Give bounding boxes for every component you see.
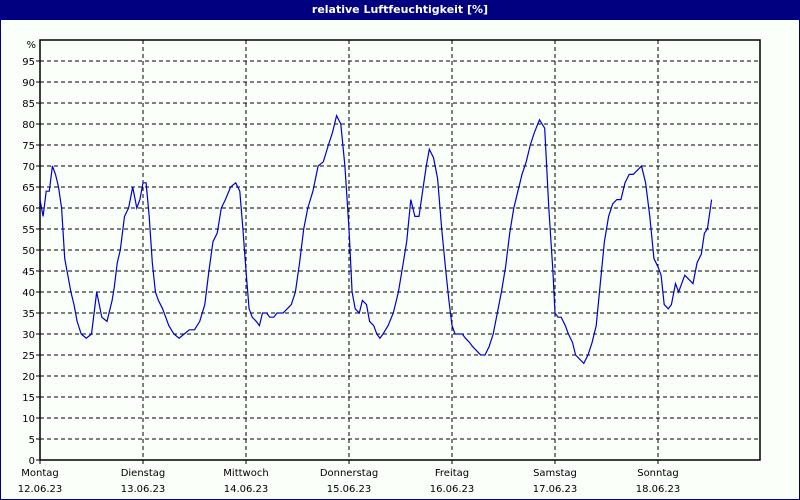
x-tick-date: 16.06.23: [430, 484, 475, 495]
x-tick-day: Donnerstag: [320, 468, 378, 479]
x-tick-date: 13.06.23: [121, 484, 166, 495]
y-tick-label: 30: [22, 330, 35, 341]
y-tick-label: 5: [29, 435, 35, 446]
y-tick-label: 15: [22, 393, 35, 404]
y-tick-label: 60: [22, 204, 35, 215]
x-tick-date: 18.06.23: [636, 484, 681, 495]
humidity-series-line: [39, 113, 713, 365]
y-tick-label: 40: [22, 288, 35, 299]
y-tick-label: 70: [22, 162, 35, 173]
x-tick-date: 17.06.23: [533, 484, 578, 495]
plot-border: [39, 39, 761, 461]
y-tick-label: 45: [22, 267, 35, 278]
x-tick-date: 12.06.23: [18, 484, 63, 495]
x-tick-date: 15.06.23: [327, 484, 372, 495]
y-tick-label: 10: [22, 414, 35, 425]
x-tick-day: Montag: [21, 468, 58, 479]
y-tick-label: 85: [22, 99, 35, 110]
chart-title: relative Luftfeuchtigkeit [%]: [0, 0, 800, 20]
x-tick-day: Mittwoch: [223, 468, 268, 479]
y-tick-label: 25: [22, 351, 35, 362]
y-tick-label: 20: [22, 372, 35, 383]
x-tick-date: 14.06.23: [224, 484, 269, 495]
y-tick-label: 90: [22, 78, 35, 89]
x-axis-ticks: Montag 12.06.23 Dienstag 13.06.23 Mittwoch 14…: [18, 460, 681, 495]
y-tick-label: 80: [22, 120, 35, 131]
y-axis-ticks: 0 5 10 15 20 25 30 35 40 45 50 55 60 65 70 75 80 85 90 95: [22, 57, 40, 467]
y-tick-label: 55: [22, 225, 35, 236]
y-tick-label: 50: [22, 246, 35, 257]
x-tick-day: Freitag: [435, 468, 469, 479]
y-unit-label: %: [26, 40, 36, 51]
grid-lines: [40, 40, 760, 460]
y-tick-label: 95: [22, 57, 35, 68]
y-tick-label: 65: [22, 183, 35, 194]
y-tick-label: 0: [29, 456, 35, 467]
x-tick-day: Sonntag: [637, 468, 679, 479]
x-tick-day: Samstag: [533, 468, 577, 479]
x-tick-day: Dienstag: [121, 468, 166, 479]
y-tick-label: 75: [22, 141, 35, 152]
y-tick-label: 35: [22, 309, 35, 320]
